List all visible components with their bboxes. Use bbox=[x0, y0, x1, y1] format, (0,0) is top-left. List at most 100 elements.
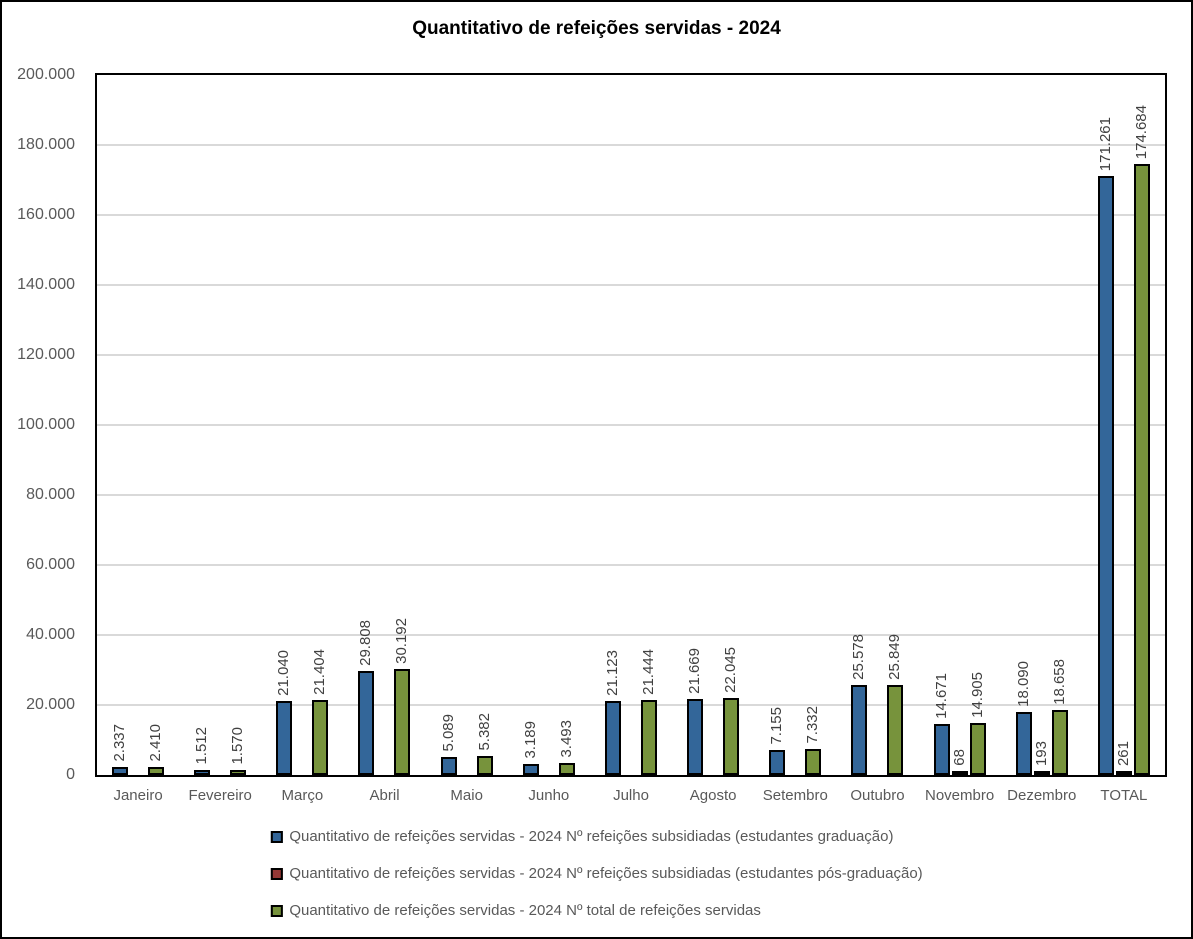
gridline bbox=[97, 354, 1165, 356]
bar-group: 3.189 3.493 bbox=[508, 75, 590, 775]
bar-slot: 21.444 bbox=[640, 75, 658, 775]
legend-row: Quantitativo de refeições servidas - 202… bbox=[270, 826, 893, 848]
bar-value-label: 14.905 bbox=[969, 672, 987, 718]
bar-slot bbox=[622, 75, 640, 775]
bar bbox=[523, 764, 539, 775]
bar bbox=[276, 701, 292, 775]
gridline bbox=[97, 704, 1165, 706]
gridline bbox=[97, 144, 1165, 146]
bar bbox=[687, 699, 703, 775]
bar-value-label: 193 bbox=[1033, 740, 1051, 766]
bar bbox=[358, 671, 374, 775]
bar-slot: 30.192 bbox=[393, 75, 411, 775]
x-axis-label: TOTAL bbox=[1100, 787, 1148, 804]
y-axis-tick-label: 120.000 bbox=[17, 346, 75, 363]
y-axis-tick-label: 0 bbox=[66, 766, 75, 783]
x-axis-label: Julho bbox=[613, 787, 649, 804]
bar-value-label: 30.192 bbox=[393, 618, 411, 664]
bar-slot: 18.090 bbox=[1015, 75, 1033, 775]
bar-group: 21.669 22.045 bbox=[672, 75, 754, 775]
bar-slot: 171.261 bbox=[1097, 75, 1115, 775]
x-axis-label: Abril bbox=[369, 787, 400, 804]
gridline bbox=[97, 424, 1165, 426]
bar-value-label: 14.671 bbox=[933, 673, 951, 719]
bar bbox=[312, 700, 328, 775]
y-axis-tick-label: 60.000 bbox=[26, 556, 75, 573]
x-axis-label: Fevereiro bbox=[188, 787, 252, 804]
bar-slot bbox=[375, 75, 393, 775]
y-axis-tick-label: 100.000 bbox=[17, 416, 75, 433]
bar bbox=[1116, 771, 1132, 775]
bar-value-label: 1.512 bbox=[193, 727, 211, 765]
gridline bbox=[97, 284, 1165, 286]
bar-slot: 1.512 bbox=[193, 75, 211, 775]
y-axis-tick-label: 200.000 bbox=[17, 66, 75, 83]
x-axis-label: Janeiro bbox=[113, 787, 163, 804]
legend-swatch-icon bbox=[270, 905, 283, 917]
legend-row: Quantitativo de refeições servidas - 202… bbox=[270, 863, 923, 885]
y-axis-tick-label: 160.000 bbox=[17, 206, 75, 223]
x-axis-label: Junho bbox=[528, 787, 570, 804]
bar bbox=[970, 723, 986, 775]
bar-slot: 193 bbox=[1033, 75, 1051, 775]
bar-slot: 18.658 bbox=[1051, 75, 1069, 775]
bar-slot bbox=[540, 75, 558, 775]
bar-slot: 3.493 bbox=[558, 75, 576, 775]
bar-value-label: 25.849 bbox=[886, 634, 904, 680]
bar-slot: 7.155 bbox=[768, 75, 786, 775]
y-axis-tick-label: 40.000 bbox=[26, 626, 75, 643]
bar-group: 18.090 193 18.658 bbox=[1001, 75, 1083, 775]
bar-value-label: 5.089 bbox=[440, 714, 458, 752]
bar bbox=[559, 763, 575, 775]
bar-slot bbox=[293, 75, 311, 775]
bar-slot: 22.045 bbox=[722, 75, 740, 775]
bar-group: 21.123 21.444 bbox=[590, 75, 672, 775]
y-axis-tick-label: 140.000 bbox=[17, 276, 75, 293]
bar-value-label: 171.261 bbox=[1097, 116, 1115, 171]
bar-group: 25.578 25.849 bbox=[836, 75, 918, 775]
bar-group: 2.337 2.410 bbox=[97, 75, 179, 775]
bar-slot: 2.410 bbox=[147, 75, 165, 775]
y-axis-tick-label: 80.000 bbox=[26, 486, 75, 503]
bar bbox=[851, 685, 867, 775]
bar-value-label: 7.332 bbox=[804, 706, 822, 744]
plot-area: 2.337 2.410 1.512 1.570 21.040 21.404 29.808 30… bbox=[95, 73, 1167, 777]
x-axis-label: Maio bbox=[450, 787, 483, 804]
bar-group: 7.155 7.332 bbox=[754, 75, 836, 775]
bar-slot bbox=[786, 75, 804, 775]
gridline bbox=[97, 214, 1165, 216]
bar-slot: 14.671 bbox=[933, 75, 951, 775]
bar bbox=[112, 767, 128, 775]
bar-value-label: 18.658 bbox=[1051, 659, 1069, 705]
bar-slot: 25.849 bbox=[886, 75, 904, 775]
bar bbox=[1098, 176, 1114, 775]
bar-slot: 21.669 bbox=[686, 75, 704, 775]
bar-value-label: 21.404 bbox=[311, 649, 329, 695]
gridline bbox=[97, 494, 1165, 496]
bar-value-label: 2.337 bbox=[111, 724, 129, 762]
x-axis-label: Setembro bbox=[762, 787, 828, 804]
x-axis-label: Novembro bbox=[925, 787, 995, 804]
bar bbox=[805, 749, 821, 775]
bar-slot: 5.382 bbox=[476, 75, 494, 775]
bar-slot: 2.337 bbox=[111, 75, 129, 775]
x-axis-label: Agosto bbox=[689, 787, 737, 804]
bar-slot bbox=[868, 75, 886, 775]
bar bbox=[1034, 771, 1050, 775]
bar-value-label: 22.045 bbox=[722, 647, 740, 693]
bar-value-label: 1.570 bbox=[229, 727, 247, 765]
bar-slot: 21.123 bbox=[604, 75, 622, 775]
chart-title: Quantitativo de refeições servidas - 202… bbox=[412, 18, 781, 39]
bar-value-label: 21.669 bbox=[686, 648, 704, 694]
bar-value-label: 174.684 bbox=[1133, 104, 1151, 159]
bar bbox=[441, 757, 457, 775]
x-axis-label: Outubro bbox=[850, 787, 905, 804]
bar-slot: 68 bbox=[951, 75, 969, 775]
bar-value-label: 261 bbox=[1115, 740, 1133, 766]
bar-slot: 25.578 bbox=[850, 75, 868, 775]
bar-slot: 14.905 bbox=[969, 75, 987, 775]
bar-slot bbox=[704, 75, 722, 775]
bar-value-label: 25.578 bbox=[850, 634, 868, 680]
bar-slot: 1.570 bbox=[229, 75, 247, 775]
bar-slot: 21.040 bbox=[275, 75, 293, 775]
